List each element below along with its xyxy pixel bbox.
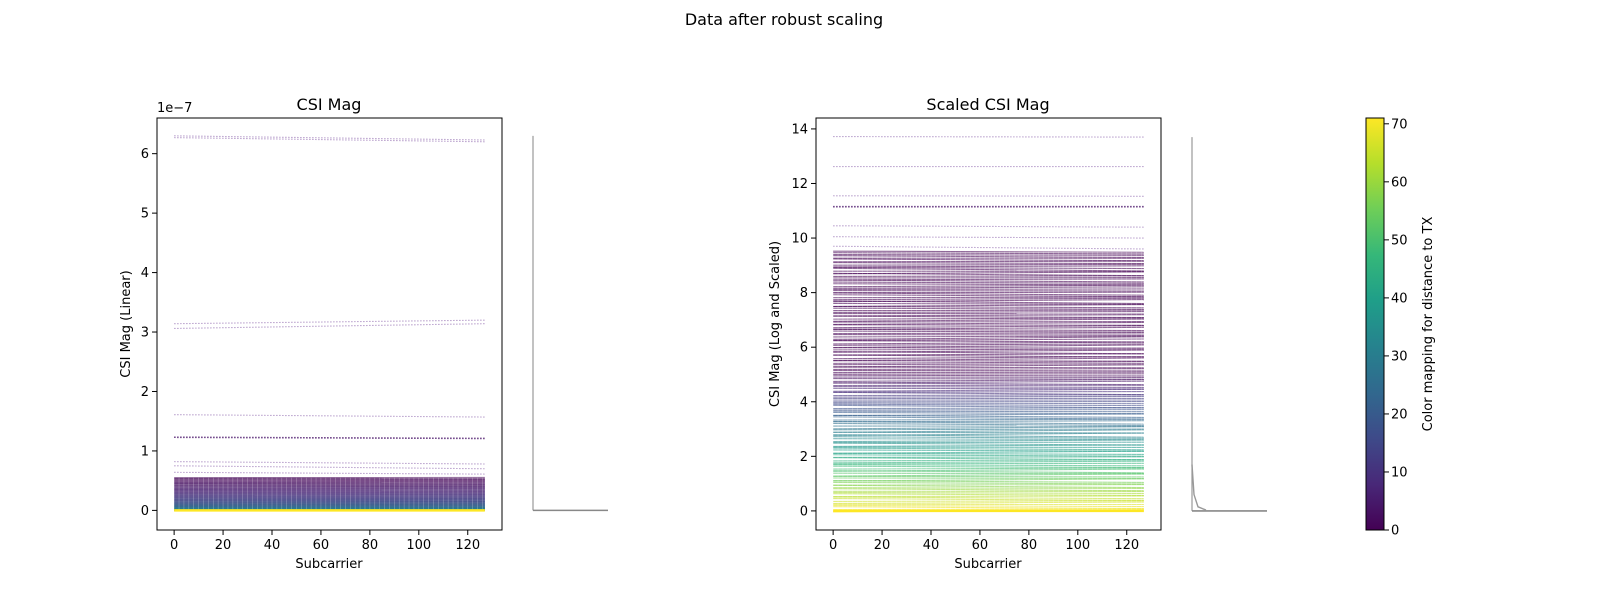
svg-text:0: 0 [800, 504, 808, 519]
svg-text:20: 20 [215, 538, 232, 553]
svg-text:30: 30 [1391, 349, 1408, 364]
csi-mag-panel: CSI Mag 0 20 40 60 80 100 120 0 1 2 3 4 5 6 1e−7 Sub… [119, 95, 608, 572]
svg-text:60: 60 [313, 538, 330, 553]
panel2-title: Scaled CSI Mag [926, 95, 1049, 114]
svg-text:120: 120 [1114, 538, 1139, 553]
svg-text:1: 1 [141, 444, 149, 459]
svg-text:10: 10 [1391, 465, 1408, 480]
svg-text:120: 120 [455, 538, 480, 553]
colorbar: 0 10 20 30 40 50 60 70 Color mapping for distan… [1365, 117, 1436, 539]
panel1-xlabel: Subcarrier [295, 557, 363, 572]
svg-text:20: 20 [874, 538, 891, 553]
svg-text:0: 0 [170, 538, 178, 553]
panel1-plot-area [173, 135, 485, 512]
panel1-y-ticks: 0 1 2 3 4 5 6 [141, 147, 157, 519]
colorbar-frame [1365, 117, 1385, 531]
panel2-x-ticks: 0 20 40 60 80 100 120 [829, 530, 1139, 553]
panel2-ylabel: CSI Mag (Log and Scaled) [768, 241, 783, 407]
svg-text:14: 14 [791, 122, 808, 137]
colorbar-label: Color mapping for distance to TX [1421, 217, 1436, 432]
svg-text:2: 2 [800, 450, 808, 465]
panel1-ylabel: CSI Mag (Linear) [119, 270, 134, 377]
svg-text:4: 4 [141, 266, 149, 281]
svg-text:80: 80 [362, 538, 379, 553]
svg-text:40: 40 [1391, 291, 1408, 306]
svg-text:8: 8 [800, 286, 808, 301]
panel1-side-distribution [532, 135, 608, 512]
svg-text:2: 2 [141, 385, 149, 400]
panel2-xlabel: Subcarrier [954, 557, 1022, 572]
colorbar-gradient [1366, 118, 1384, 530]
svg-text:6: 6 [800, 341, 808, 356]
svg-text:6: 6 [141, 147, 149, 162]
panel1-frame [156, 117, 503, 531]
panel1-y-offset: 1e−7 [157, 101, 192, 116]
panel2-y-ticks: 0 2 4 6 8 10 12 14 [791, 122, 816, 519]
svg-text:60: 60 [972, 538, 989, 553]
svg-text:0: 0 [829, 538, 837, 553]
panel2-side-distribution [1191, 137, 1267, 512]
panel1-title: CSI Mag [297, 95, 362, 114]
svg-text:40: 40 [923, 538, 940, 553]
svg-text:100: 100 [1065, 538, 1090, 553]
colorbar-ticks: 0 10 20 30 40 50 60 70 [1384, 117, 1408, 539]
svg-text:80: 80 [1021, 538, 1038, 553]
svg-text:20: 20 [1391, 407, 1408, 422]
svg-text:70: 70 [1391, 117, 1408, 132]
svg-text:100: 100 [406, 538, 431, 553]
svg-text:4: 4 [800, 395, 808, 410]
svg-text:40: 40 [264, 538, 281, 553]
panel2-frame [815, 117, 1162, 531]
figure-title: Data after robust scaling [685, 10, 883, 29]
svg-text:50: 50 [1391, 233, 1408, 248]
svg-text:3: 3 [141, 326, 149, 341]
svg-text:10: 10 [791, 232, 808, 247]
scaled-csi-mag-panel: Scaled CSI Mag 0 20 40 60 80 100 120 0 2 4 6 8 10 12… [768, 95, 1267, 572]
panel1-x-ticks: 0 20 40 60 80 100 120 [170, 530, 480, 553]
panel2-plot-area [832, 136, 1144, 513]
svg-text:12: 12 [791, 177, 808, 192]
svg-text:0: 0 [1391, 524, 1399, 539]
svg-text:60: 60 [1391, 175, 1408, 190]
svg-text:5: 5 [141, 207, 149, 222]
svg-text:0: 0 [141, 504, 149, 519]
